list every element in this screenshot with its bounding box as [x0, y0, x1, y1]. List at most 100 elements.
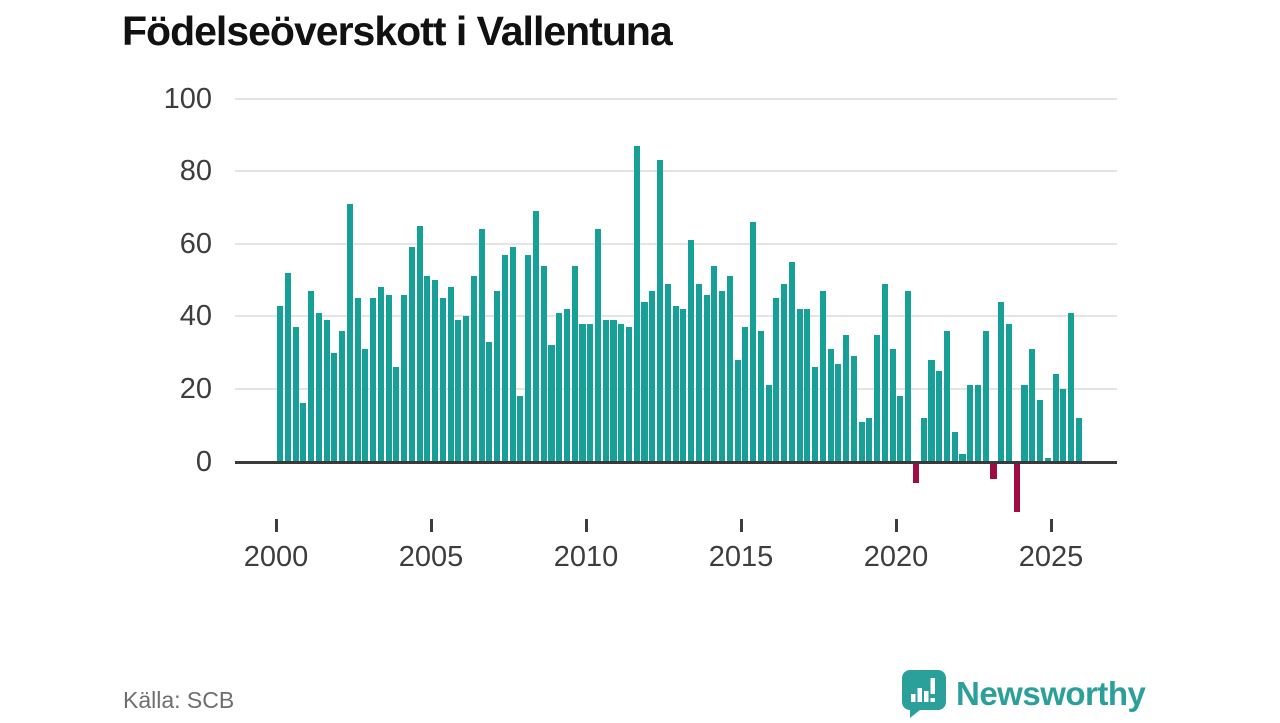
bar-2005-Q2 — [439, 298, 446, 462]
x-tick-label-2020: 2020 — [863, 541, 929, 573]
bar-2024-Q2 — [1029, 349, 1036, 462]
bar-2004-Q3 — [416, 225, 423, 462]
bar-2017-Q4 — [827, 349, 834, 462]
bar-2018-Q3 — [850, 356, 857, 462]
bar-2019-Q1 — [866, 417, 873, 462]
bar-2023-Q3 — [1005, 323, 1013, 462]
bar-2008-Q4 — [548, 345, 555, 462]
bar-2018-Q2 — [843, 334, 850, 462]
x-tick-2015 — [740, 519, 743, 532]
bar-2010-Q2 — [594, 229, 602, 462]
bar-2016-Q1 — [773, 298, 780, 462]
y-tick-label-40: 40 — [179, 300, 212, 333]
bar-2018-Q4 — [858, 421, 865, 462]
bar-2005-Q4 — [455, 320, 462, 462]
bar-2002-Q1 — [339, 330, 346, 462]
bar-2013-Q4 — [703, 294, 710, 462]
bar-2008-Q2 — [532, 211, 539, 462]
bar-2006-Q4 — [486, 341, 493, 462]
bar-2004-Q2 — [408, 247, 415, 462]
bar-2004-Q4 — [424, 276, 431, 462]
brand-name: Newsworthy — [956, 675, 1146, 712]
bar-2001-Q3 — [323, 320, 330, 462]
bar-2000-Q4 — [300, 403, 307, 462]
bar-2000-Q1 — [277, 305, 284, 462]
bar-2011-Q1 — [618, 323, 625, 462]
bar-2007-Q1 — [494, 291, 501, 462]
x-tick-2020 — [895, 519, 898, 532]
y-tick-label-100: 100 — [163, 82, 212, 115]
bar-2023-Q2 — [998, 301, 1005, 462]
x-tick-2025 — [1050, 519, 1053, 532]
bar-2015-Q4 — [765, 385, 772, 462]
bar-2021-Q4 — [951, 432, 958, 462]
bar-2025-Q3 — [1068, 312, 1075, 462]
bar-2007-Q2 — [501, 254, 508, 462]
bar-2009-Q3 — [571, 265, 578, 462]
x-tick-label-2005: 2005 — [398, 541, 464, 573]
bar-2014-Q2 — [719, 291, 726, 462]
bar-2001-Q4 — [331, 352, 338, 462]
bar-2010-Q1 — [587, 323, 594, 462]
bar-2002-Q4 — [362, 349, 369, 462]
x-axis-line — [235, 460, 1117, 464]
x-tick-2005 — [430, 519, 433, 532]
bar-2000-Q3 — [292, 327, 299, 462]
source-note: Källa: SCB — [123, 687, 235, 713]
bar-2016-Q2 — [781, 283, 788, 462]
bar-2015-Q2 — [750, 222, 757, 462]
bar-2025-Q4 — [1075, 417, 1082, 462]
gridline-80 — [235, 170, 1117, 173]
bar-2012-Q3 — [664, 283, 671, 462]
x-tick-2000 — [275, 519, 278, 532]
newsworthy-logo-icon — [902, 670, 946, 723]
bar-2006-Q3 — [478, 229, 485, 462]
bar-2001-Q2 — [315, 312, 322, 462]
bar-2020-Q4 — [920, 417, 927, 462]
bar-2014-Q3 — [726, 276, 733, 462]
bar-2003-Q2 — [377, 287, 384, 462]
gridline-60 — [235, 242, 1117, 245]
bar-2021-Q3 — [943, 330, 951, 462]
bar-2020-Q3 — [912, 464, 919, 483]
bar-2001-Q1 — [308, 291, 315, 462]
x-tick-label-2000: 2000 — [243, 541, 309, 573]
bar-2012-Q1 — [649, 291, 656, 462]
bar-2003-Q3 — [385, 294, 392, 462]
bar-2006-Q2 — [470, 276, 477, 462]
bar-2020-Q1 — [897, 396, 904, 462]
bar-2019-Q4 — [889, 349, 896, 462]
bar-2022-Q4 — [982, 330, 989, 462]
bar-2002-Q2 — [346, 203, 353, 462]
bar-2021-Q2 — [936, 370, 943, 462]
bar-2013-Q1 — [680, 309, 687, 462]
x-tick-2010 — [585, 519, 588, 532]
bar-2014-Q1 — [711, 265, 718, 462]
bar-2024-Q3 — [1036, 399, 1044, 462]
bar-2025-Q2 — [1060, 388, 1067, 462]
bar-2000-Q2 — [284, 272, 291, 462]
bar-2015-Q3 — [757, 330, 764, 462]
bar-2005-Q1 — [432, 280, 439, 462]
bar-2009-Q4 — [579, 323, 586, 462]
bar-2018-Q1 — [835, 363, 842, 462]
bar-2017-Q3 — [819, 291, 826, 462]
bar-2012-Q2 — [656, 160, 664, 462]
bar-2009-Q2 — [563, 309, 571, 462]
bar-2021-Q1 — [928, 359, 935, 462]
bar-2007-Q4 — [517, 396, 524, 462]
bar-2007-Q3 — [509, 247, 516, 462]
bar-2025-Q1 — [1052, 374, 1059, 462]
bar-2006-Q1 — [463, 316, 470, 462]
bar-2015-Q1 — [742, 327, 749, 462]
bar-2013-Q3 — [695, 283, 702, 462]
bar-2011-Q3 — [633, 145, 640, 462]
y-tick-label-0: 0 — [195, 445, 212, 478]
bar-2022-Q3 — [974, 385, 982, 462]
brand-footer: Newsworthy — [902, 670, 1146, 718]
gridline-100 — [235, 97, 1117, 100]
bar-2010-Q4 — [610, 320, 617, 462]
bar-2004-Q1 — [401, 294, 408, 462]
y-tick-label-80: 80 — [179, 155, 212, 188]
bar-2011-Q4 — [641, 301, 648, 462]
